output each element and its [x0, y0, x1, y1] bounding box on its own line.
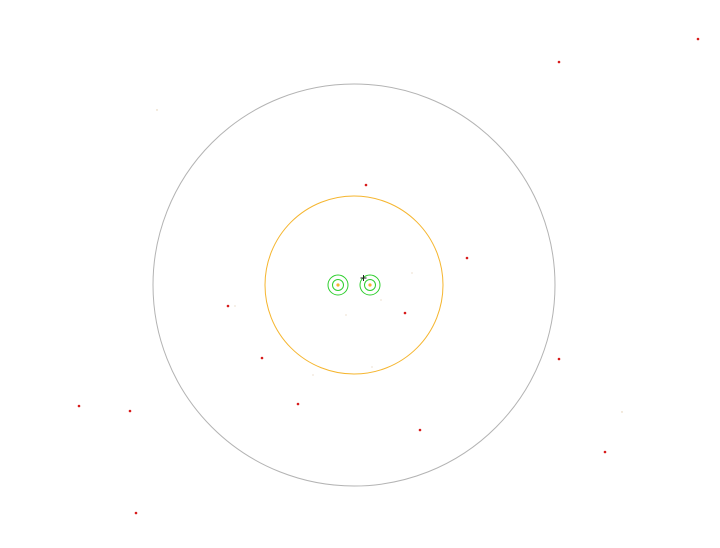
crosshair-icon — [360, 275, 367, 281]
faint-dot — [156, 109, 158, 111]
star — [77, 404, 81, 408]
target-left-outer-ring — [327, 274, 349, 296]
faint-dot — [411, 272, 413, 274]
outer-range-ring — [152, 83, 556, 487]
inner-range-ring — [264, 195, 444, 375]
faint-dot — [234, 305, 236, 307]
target-right-core — [368, 283, 372, 287]
faint-dot — [371, 366, 373, 368]
star — [418, 428, 422, 432]
faint-dot — [380, 299, 382, 301]
star — [603, 450, 607, 454]
star — [128, 409, 132, 413]
star — [696, 37, 700, 41]
target-left-core — [336, 283, 340, 287]
faint-dot-layer — [156, 109, 623, 413]
star — [557, 60, 561, 64]
target-right-inner-ring — [364, 279, 376, 291]
star-layer — [77, 37, 700, 515]
star — [403, 311, 407, 315]
star — [557, 357, 561, 361]
target-left[interactable] — [327, 274, 349, 296]
star — [260, 356, 264, 360]
faint-dot — [345, 314, 347, 316]
star — [134, 511, 138, 515]
faint-dot — [621, 411, 623, 413]
star — [296, 402, 300, 406]
faint-dot — [312, 374, 314, 376]
target-left-inner-ring — [332, 279, 344, 291]
target-right[interactable] — [359, 274, 381, 296]
target-right-outer-ring — [359, 274, 381, 296]
star — [226, 304, 230, 308]
star — [465, 256, 469, 260]
star — [364, 183, 368, 187]
